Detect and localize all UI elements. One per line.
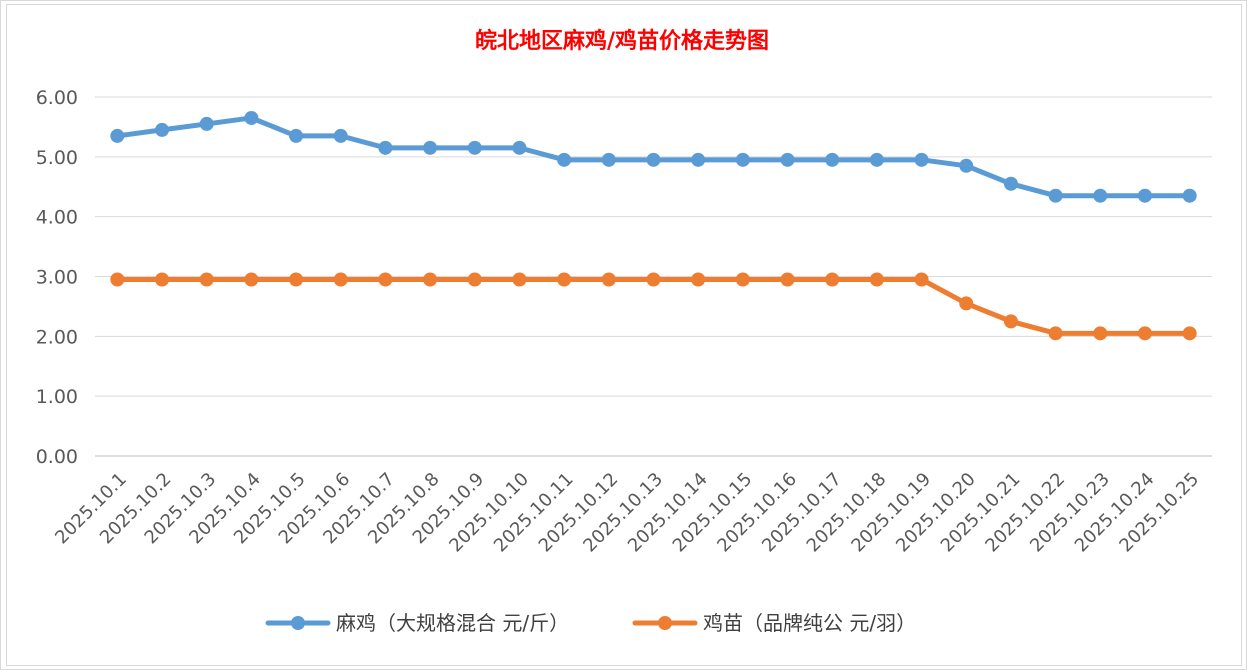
- data-point: [601, 152, 616, 167]
- y-tick-label: 2.00: [36, 326, 78, 348]
- y-tick-label: 3.00: [36, 267, 78, 289]
- x-axis: 2025.10.12025.10.22025.10.32025.10.42025…: [51, 469, 1203, 557]
- data-point: [1137, 326, 1152, 341]
- data-point: [1048, 326, 1063, 341]
- series-2: [110, 272, 1197, 341]
- data-point: [914, 272, 929, 287]
- data-point: [735, 272, 750, 287]
- y-axis: 0.00 1.00 2.00 3.00 4.00 5.00 6.00: [36, 87, 78, 468]
- data-point: [467, 140, 482, 155]
- data-point: [780, 152, 795, 167]
- data-point: [333, 272, 348, 287]
- data-point: [646, 272, 661, 287]
- data-point: [1048, 188, 1063, 203]
- data-point: [110, 128, 125, 143]
- data-point: [691, 272, 706, 287]
- data-point: [110, 272, 125, 287]
- y-tick-label: 5.00: [36, 147, 78, 169]
- data-point: [1093, 188, 1108, 203]
- series-line: [114, 276, 1193, 336]
- data-point: [601, 272, 616, 287]
- data-point: [959, 158, 974, 173]
- data-point: [378, 272, 393, 287]
- data-point: [780, 272, 795, 287]
- data-point: [646, 152, 661, 167]
- data-point: [333, 128, 348, 143]
- data-point: [825, 152, 840, 167]
- legend-swatch-marker: [658, 616, 672, 630]
- legend-swatch-marker: [291, 616, 305, 630]
- data-point: [1093, 326, 1108, 341]
- legend-label: 麻鸡（大规格混合 元/斤）: [336, 611, 569, 635]
- data-point: [914, 152, 929, 167]
- data-point: [1003, 176, 1018, 191]
- y-tick-label: 6.00: [36, 87, 78, 109]
- data-point: [1003, 314, 1018, 329]
- y-tick-label: 4.00: [36, 207, 78, 229]
- legend-label: 鸡苗（品牌纯公 元/羽）: [703, 611, 916, 635]
- data-point: [244, 272, 259, 287]
- data-point: [869, 152, 884, 167]
- series-1: [110, 110, 1197, 203]
- data-point: [289, 128, 304, 143]
- data-point: [512, 272, 527, 287]
- data-point: [199, 272, 214, 287]
- data-point: [869, 272, 884, 287]
- series-lines: [110, 110, 1197, 341]
- data-point: [735, 152, 750, 167]
- data-point: [289, 272, 304, 287]
- data-point: [423, 140, 438, 155]
- gridlines: [95, 96, 1212, 457]
- data-point: [199, 116, 214, 131]
- data-point: [825, 272, 840, 287]
- chart-area[interactable]: [6, 4, 1242, 666]
- y-tick-label: 1.00: [36, 386, 78, 408]
- chart-title: 皖北地区麻鸡/鸡苗价格走势图: [475, 28, 769, 54]
- data-point: [378, 140, 393, 155]
- data-point: [155, 122, 170, 137]
- data-point: [1182, 188, 1197, 203]
- data-point: [512, 140, 527, 155]
- data-point: [557, 152, 572, 167]
- y-tick-label: 0.00: [36, 446, 78, 468]
- legend: 麻鸡（大规格混合 元/斤） 鸡苗（品牌纯公 元/羽）: [265, 611, 916, 635]
- data-point: [959, 296, 974, 311]
- data-point: [557, 272, 572, 287]
- data-point: [423, 272, 438, 287]
- data-point: [244, 110, 259, 125]
- legend-item: 鸡苗（品牌纯公 元/羽）: [632, 611, 916, 635]
- data-point: [155, 272, 170, 287]
- data-point: [1182, 326, 1197, 341]
- data-point: [467, 272, 482, 287]
- legend-item: 麻鸡（大规格混合 元/斤）: [265, 611, 569, 635]
- data-point: [1137, 188, 1152, 203]
- data-point: [691, 152, 706, 167]
